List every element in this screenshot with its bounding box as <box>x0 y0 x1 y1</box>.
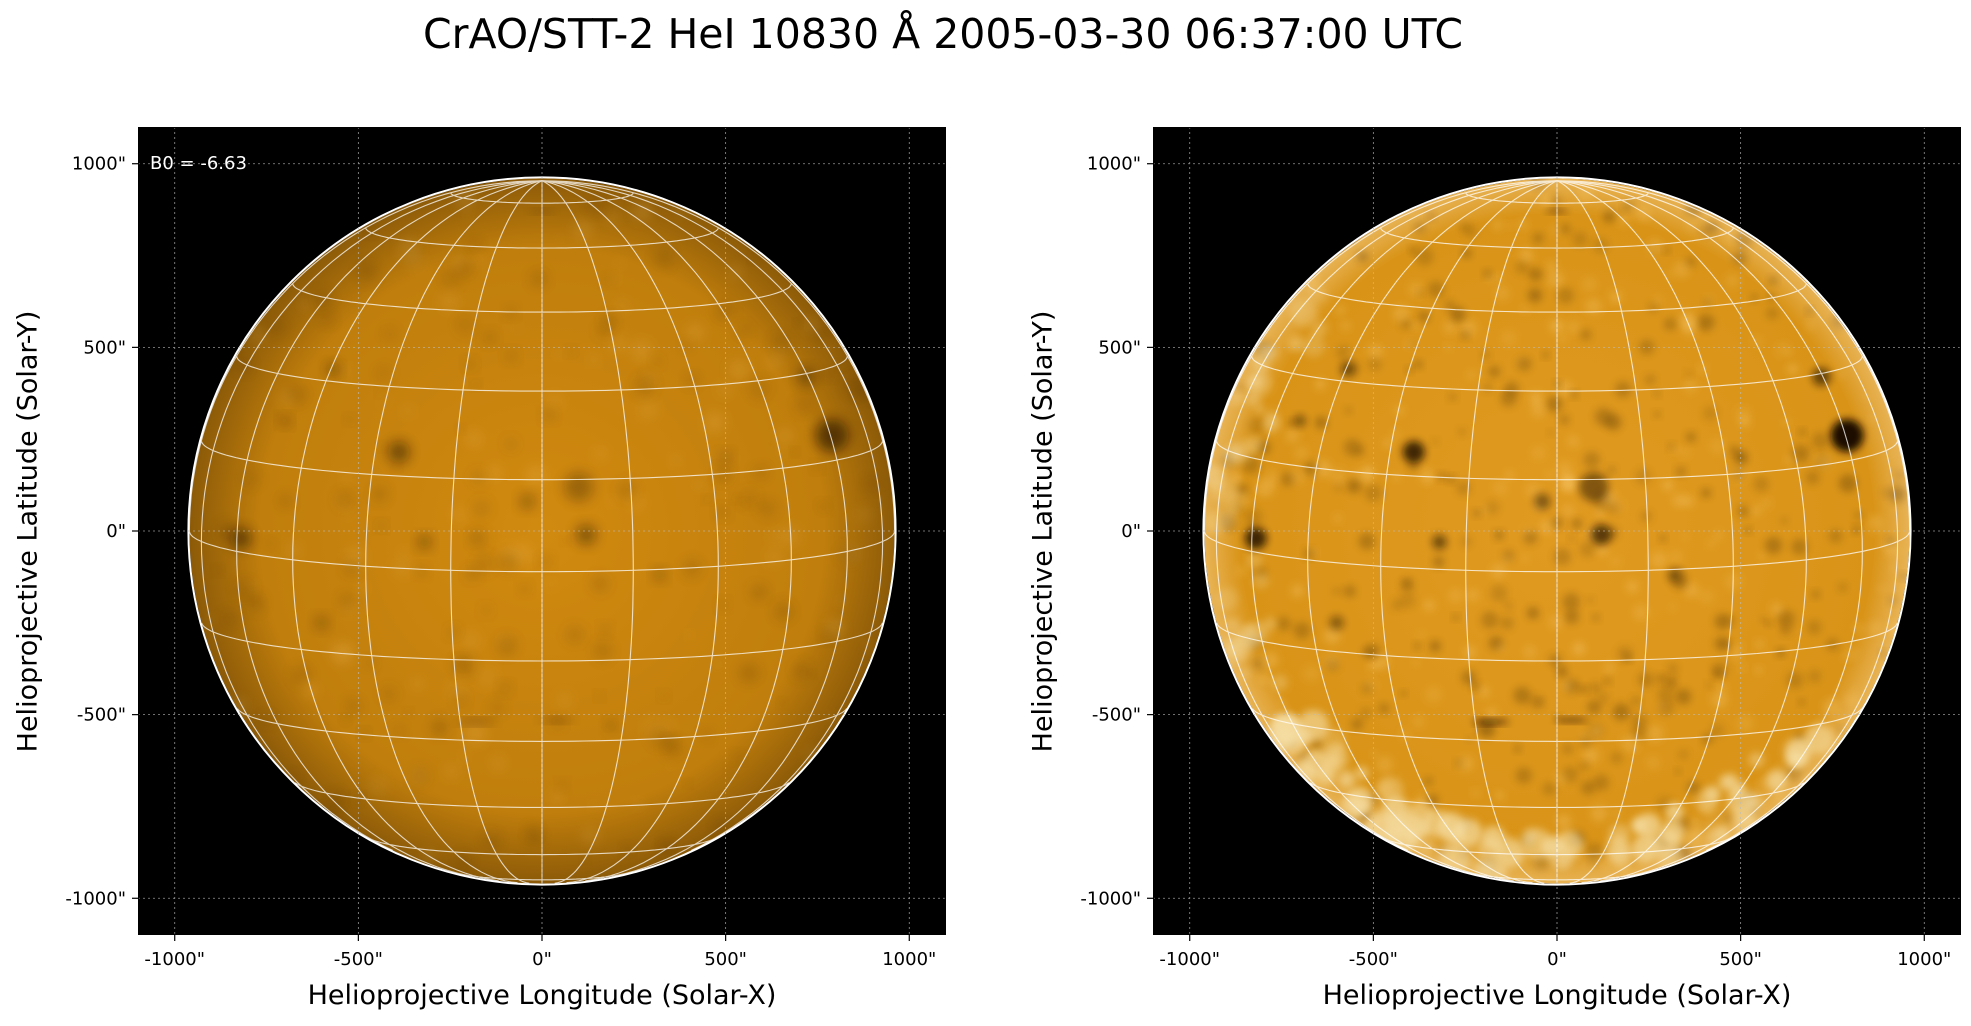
filament-feature <box>1555 717 1589 723</box>
x-tick-label: -1000" <box>144 949 205 970</box>
solar-map-left-canvas: B0 = -6.63 <box>137 126 947 936</box>
filament-feature <box>279 414 291 427</box>
solar-map-left: B0 = -6.63 <box>137 126 947 936</box>
filament-feature <box>652 568 667 582</box>
filament-feature <box>540 717 574 723</box>
filament-feature <box>387 441 410 464</box>
figure-title: CrAO/STT-2 HeI 10830 Å 2005-03-30 06:37:… <box>423 10 1463 58</box>
filament-feature <box>797 367 816 386</box>
filament-feature <box>1402 441 1425 464</box>
x-tick-label: 1000" <box>882 949 936 970</box>
x-tick-label: -1000" <box>1159 949 1220 970</box>
filament-feature <box>1812 367 1831 386</box>
x-axis-label-left: Helioprojective Longitude (Solar-X) <box>307 980 777 1011</box>
heliographic-grid <box>1203 180 1911 884</box>
filament-feature <box>564 472 594 502</box>
y-tick-label: -1000" <box>1080 888 1141 909</box>
x-tick-label: -500" <box>334 949 383 970</box>
filament-feature <box>1590 524 1612 545</box>
filament-feature <box>1830 418 1864 453</box>
plot-frame <box>137 126 947 936</box>
y-tick-label: 500" <box>83 337 126 358</box>
x-tick-label: 500" <box>704 949 747 970</box>
filament-feature <box>815 418 849 453</box>
filament-feature <box>314 615 329 631</box>
filament-feature <box>1667 568 1682 582</box>
y-axis-label-right: Helioprojective Latitude (Solar-Y) <box>1027 310 1059 752</box>
x-axis-label-right: Helioprojective Longitude (Solar-X) <box>1322 980 1792 1011</box>
b0-annotation: B0 = -6.63 <box>150 153 247 174</box>
y-axis-label-left: Helioprojective Latitude (Solar-Y) <box>12 310 44 752</box>
y-tick-label: 0" <box>106 521 126 542</box>
filament-feature <box>457 719 495 725</box>
x-tick-label: 500" <box>1719 949 1762 970</box>
filament-feature <box>575 524 597 545</box>
heliographic-grid <box>188 180 896 884</box>
filament-feature <box>1472 719 1510 725</box>
y-tick-label: 0" <box>1121 521 1141 542</box>
filament-feature <box>1432 534 1447 550</box>
filament-feature <box>1294 414 1306 427</box>
filament-feature <box>1579 472 1609 502</box>
plot-frame <box>1152 126 1962 936</box>
x-tick-label: 0" <box>1547 949 1567 970</box>
y-tick-label: 1000" <box>72 154 126 175</box>
y-tick-label: -500" <box>1092 705 1141 726</box>
filament-feature <box>1329 615 1344 631</box>
x-tick-label: -500" <box>1349 949 1398 970</box>
x-tick-label: 1000" <box>1897 949 1951 970</box>
filament-feature <box>1244 527 1267 550</box>
x-tick-label: 0" <box>532 949 552 970</box>
filament-feature <box>417 534 432 550</box>
solar-map-right-canvas <box>1152 126 1962 936</box>
filament-feature <box>519 493 536 510</box>
solar-map-right <box>1152 126 1962 936</box>
filament-feature <box>1534 493 1551 510</box>
y-tick-label: 500" <box>1098 337 1141 358</box>
y-tick-label: -1000" <box>65 888 126 909</box>
y-tick-label: -500" <box>77 705 126 726</box>
y-tick-label: 1000" <box>1087 154 1141 175</box>
filament-feature <box>229 527 252 550</box>
